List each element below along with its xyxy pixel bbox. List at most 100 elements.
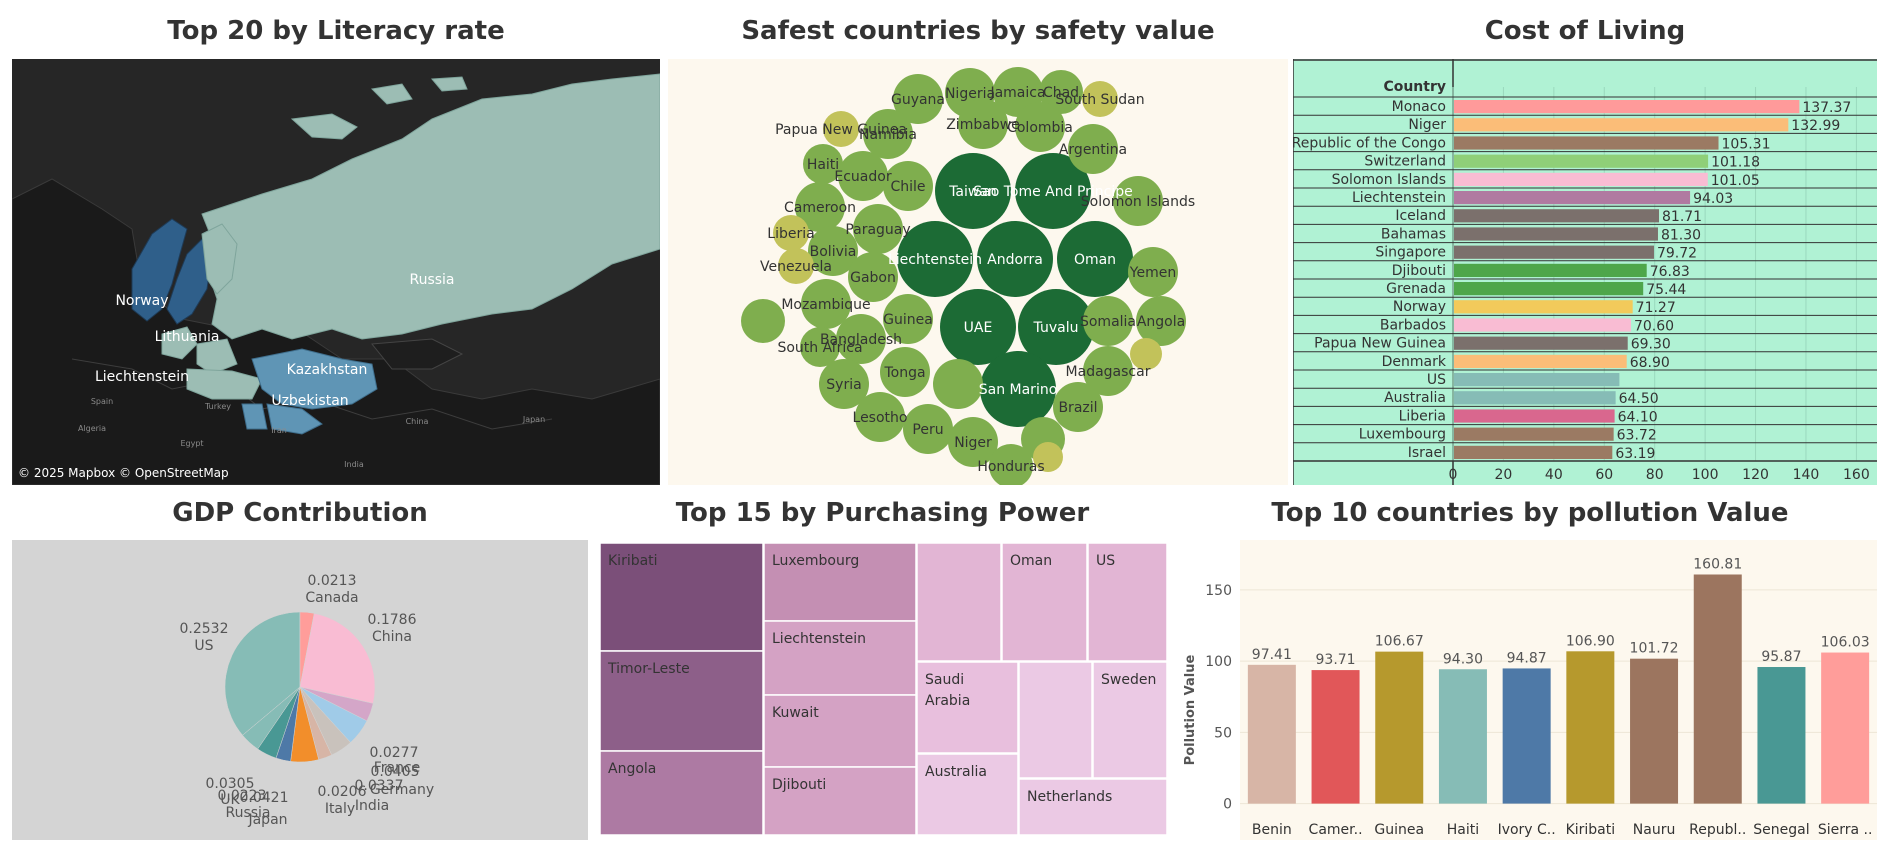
pie-label-uk: UK [220,792,240,808]
pollution-category-label: Benin [1252,822,1292,838]
cost-value-label: 63.72 [1617,428,1657,444]
map-label-lithuania: Lithuania [155,329,220,345]
treemap-tile-oman [1001,543,1088,662]
literacy-map[interactable]: Russia Norway Lithuania Kazakhstan Liech… [12,59,660,485]
pollution-category-label: Nauru [1633,822,1676,838]
cost-xtick-label: 160 [1843,467,1870,483]
bubble-liberia [773,215,809,251]
bubble-label: Jamaica [989,85,1045,101]
map-minor-label-spain: Spain [91,397,113,406]
cost-category-label: Singapore [1375,245,1446,261]
bubble-label: Somalia [1080,314,1136,330]
cost-category-label: Papua New Guinea [1314,336,1446,352]
cost-bar [1454,172,1708,186]
map-minor-label-iran: Iran [271,426,287,435]
treemap-tile-saudi-arabia [916,661,1019,754]
bubble-taiwan [935,153,1011,229]
cost-category-label: Monaco [1392,99,1446,115]
map-label-kazakhstan: Kazakhstan [287,362,368,378]
pollution-category-label: Camer.. [1309,822,1363,838]
pie-label-china: China [372,629,412,645]
pie-label-japan: Japan [247,812,287,828]
bubble-label: Paraguay [845,222,910,238]
cost-bar [1454,427,1614,441]
cost-category-label: Republic of the Congo [1293,135,1446,151]
map-minor-label-india: India [344,460,364,469]
cost-bar [1454,209,1660,223]
cost-value-label: 76.83 [1650,264,1690,280]
cost-category-label: US [1427,372,1446,388]
pie-label-india: India [355,798,389,814]
bubble-south-sudan [1082,81,1118,117]
pollution-bar [1757,667,1806,804]
treemap-tile-angola [600,750,764,835]
bubble-honduras [989,444,1033,485]
bubble-label: Gabon [850,270,896,286]
bubble-label: Zimbabwe [946,117,1020,133]
purchasing-treemap[interactable]: Kiribati Timor-Leste Angola Luxembourg Liech… [600,543,1167,835]
cost-value-label: 70.60 [1634,318,1674,334]
treemap-tile-timor-leste [600,650,764,752]
pollution-value-label: 97.41 [1252,647,1292,663]
gdp-title: GDP Contribution [172,498,428,528]
pie-value-canada: 0.0213 [308,573,357,589]
pollution-value-label: 95.87 [1761,649,1801,665]
bubble-zimbabwe [958,99,1008,149]
cost-category-label: Israel [1408,445,1446,461]
bubble-angola [1136,296,1186,346]
bubble-oman [1057,221,1133,297]
cost-value-label: 75.44 [1646,282,1686,298]
map-canvas: Russia Norway Lithuania Kazakhstan Liech… [12,73,660,485]
bubble-label: Lesotho [853,410,908,426]
pie-slice-uk [242,686,301,750]
literacy-title: Top 20 by Literacy rate [167,16,505,46]
treemap-label: Kuwait [772,705,819,721]
pie-value-us: 0.2532 [180,621,229,637]
cost-xtick-label: 80 [1646,467,1664,483]
treemap-label: US [1096,553,1115,569]
bubble-ecuador [838,151,888,201]
gdp-pie-chart[interactable]: 0.0213 Canada 0.1786 China 0.2532 US 0.0277 Fra… [12,540,588,840]
pollution-bar-chart[interactable]: 0 50 100 150 Pollution Value 97.41 Benin 93.71 C… [1180,540,1880,840]
cost-bar [1454,263,1647,277]
cost-bar [1454,118,1789,132]
bubble-madagascar [1083,346,1133,396]
cost-value-label: 68.90 [1630,355,1670,371]
treemap-label: Liechtenstein [772,631,866,647]
bubble-label: Yemen [1129,265,1176,281]
map-region-uzbekistan [266,403,323,435]
bubble-label: Venezuela [760,259,832,275]
cost-value-label: 105.31 [1722,136,1771,152]
bubble-uae [940,289,1016,365]
cost-of-living-chart[interactable]: Country Monaco 137.37 Niger 132.99 Republic o… [1293,59,1877,485]
bubble-unlabeled-46 [1130,338,1162,370]
map-region-belarus [196,338,238,375]
safety-bubble-chart[interactable]: Taiwan Sao Tome And Principe Liechtenstein… [668,59,1288,485]
bubble-unlabeled-43 [933,359,983,409]
treemap-label: Kiribati [608,553,658,569]
bubble-papua-new-guinea [823,111,859,147]
safety-title: Safest countries by safety value [741,16,1215,46]
bubble-peru [903,404,953,454]
bubble-gabon [848,252,898,302]
pollution-ytick-label: 100 [1205,654,1232,670]
bubble-label: Liechtenstein [888,252,982,268]
map-region-ukraine [186,368,263,400]
pollution-category-label: Republ.. [1689,822,1746,838]
bubble-label: Niger [954,435,992,451]
cost-category-label: Bahamas [1381,226,1446,242]
cost-bar [1454,136,1719,150]
pie-label-canada: Canada [305,590,358,606]
cost-xtick-label: 0 [1449,467,1458,483]
bubble-lesotho [855,392,905,442]
cost-bar [1454,282,1644,296]
pollution-category-label: Kiribati [1566,822,1616,838]
cost-category-label: Solomon Islands [1332,172,1446,188]
pollution-bar [1630,658,1679,804]
bubble-label: Tonga [883,365,925,381]
cost-value-label: 79.72 [1657,246,1697,262]
pollution-value-label: 94.30 [1443,651,1483,667]
bubble-label: Peru [912,422,943,438]
cost-value-label: 69.30 [1631,337,1671,353]
bubble-niger [948,417,998,467]
